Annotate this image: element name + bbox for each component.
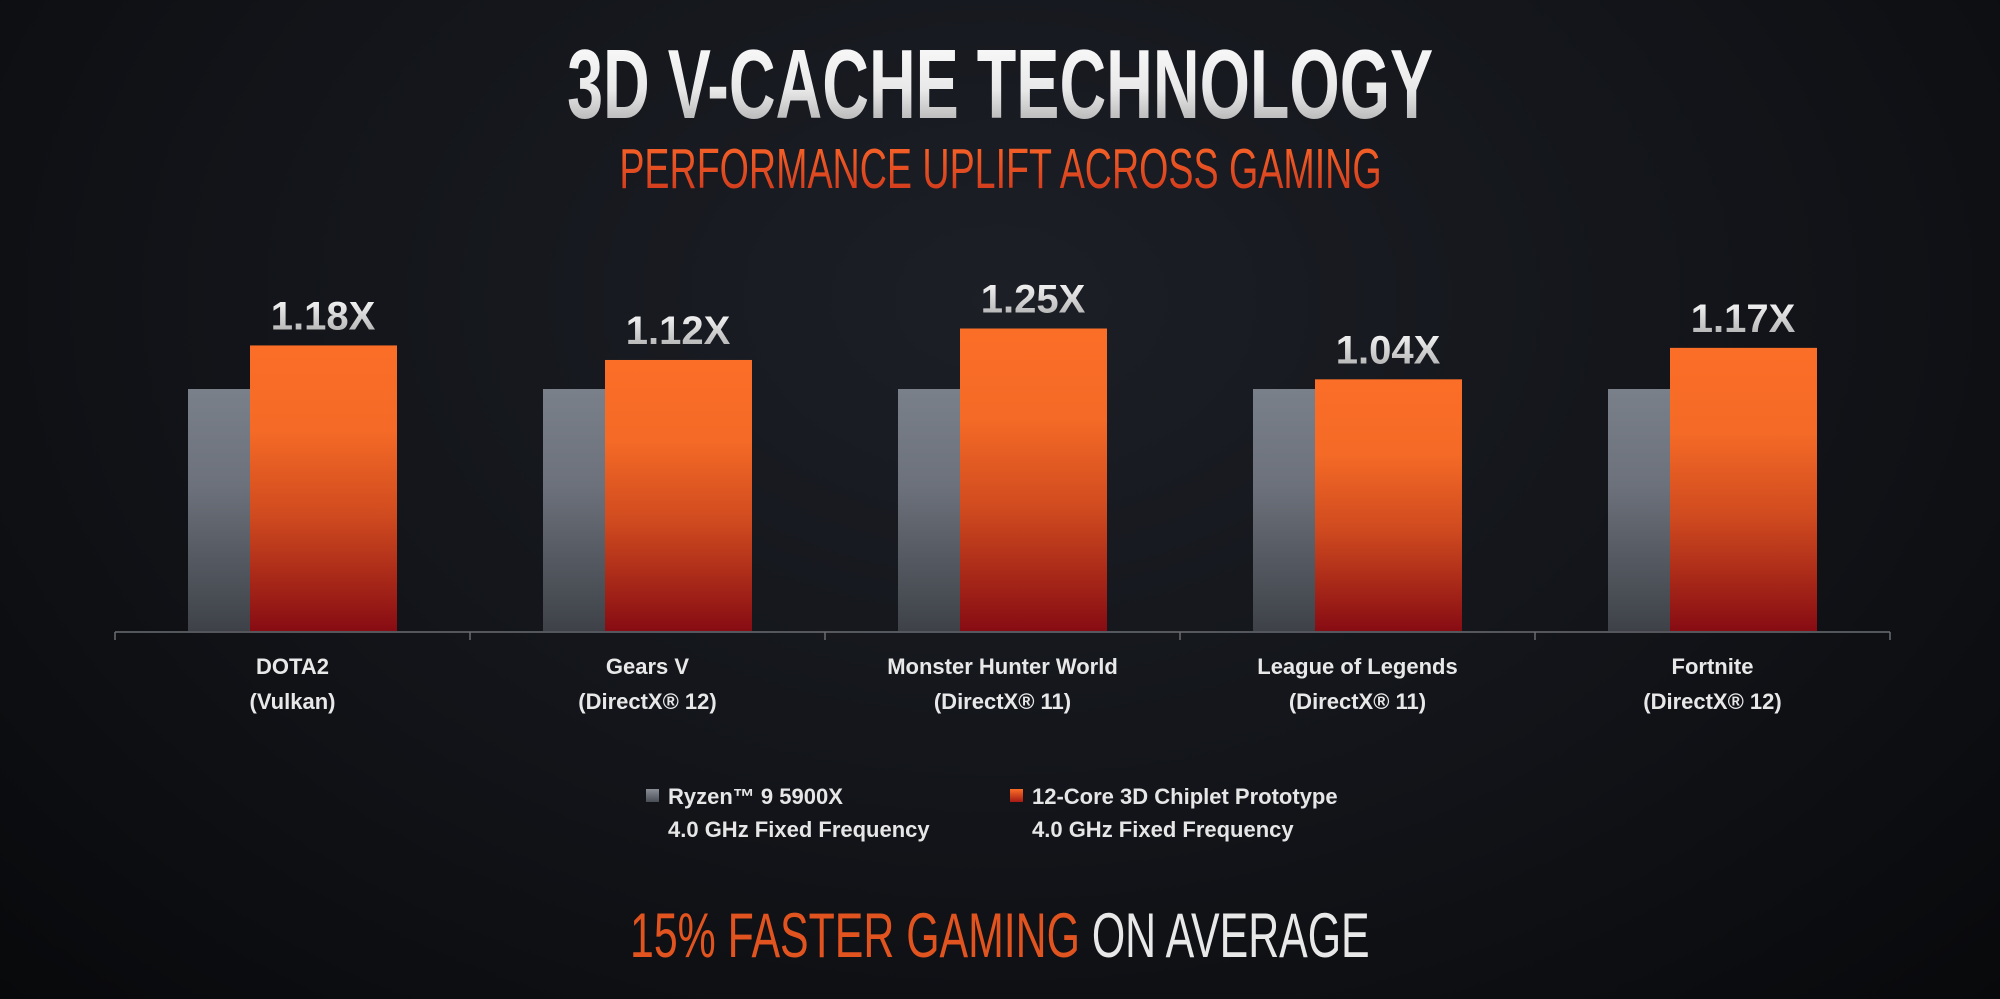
bar-ryzen	[1253, 389, 1315, 631]
data-label: 1.04X	[1336, 328, 1441, 372]
bar-prototype	[1670, 347, 1817, 631]
legend-label: Ryzen™ 9 5900X	[668, 784, 843, 809]
category-label: (Vulkan)	[250, 689, 336, 714]
category-label: Gears V	[606, 654, 689, 679]
bar-prototype	[250, 345, 397, 631]
category-label: (DirectX® 11)	[934, 689, 1071, 714]
bar-prototype	[605, 359, 752, 631]
bar-ryzen	[898, 389, 960, 631]
legend-swatch-grey	[646, 789, 659, 802]
subtitle-text: PERFORMANCE UPLIFT ACROSS GAMING	[618, 137, 1382, 201]
summary-banner: 15% FASTER GAMING ON AVERAGE	[0, 900, 2000, 972]
category-label: (DirectX® 11)	[1289, 689, 1426, 714]
legend-item-ryzen: Ryzen™ 9 5900X 4.0 GHz Fixed Frequency	[646, 780, 930, 846]
page-title: 3D V-CACHE TECHNOLOGY	[0, 28, 2000, 141]
bar-prototype	[1315, 379, 1462, 631]
legend-label: 12-Core 3D Chiplet Prototype	[1032, 784, 1338, 809]
legend-sublabel: 4.0 GHz Fixed Frequency	[668, 817, 930, 842]
category-label: League of Legends	[1257, 654, 1457, 679]
data-label: 1.25X	[981, 278, 1086, 322]
bar-prototype	[960, 328, 1107, 631]
bar-ryzen	[1608, 389, 1670, 631]
category-label: Fortnite	[1672, 654, 1754, 679]
page-subtitle: PERFORMANCE UPLIFT ACROSS GAMING	[0, 136, 2000, 202]
title-text: 3D V-CACHE TECHNOLOGY	[566, 29, 1434, 139]
category-label: (DirectX® 12)	[578, 689, 716, 714]
summary-rest: ON AVERAGE	[1092, 901, 1370, 971]
legend-swatch-orange	[1010, 789, 1023, 802]
category-label: (DirectX® 12)	[1643, 689, 1781, 714]
bar-ryzen	[188, 389, 250, 631]
data-label: 1.18X	[271, 294, 376, 338]
data-label: 1.12X	[626, 309, 731, 353]
legend-sublabel: 4.0 GHz Fixed Frequency	[1032, 817, 1294, 842]
category-label: DOTA2	[256, 654, 329, 679]
summary-highlight: 15% FASTER GAMING	[630, 901, 1081, 971]
legend-item-prototype: 12-Core 3D Chiplet Prototype 4.0 GHz Fix…	[1010, 780, 1338, 846]
data-label: 1.17X	[1691, 297, 1796, 341]
category-label: Monster Hunter World	[887, 654, 1118, 679]
bar-ryzen	[543, 389, 605, 631]
